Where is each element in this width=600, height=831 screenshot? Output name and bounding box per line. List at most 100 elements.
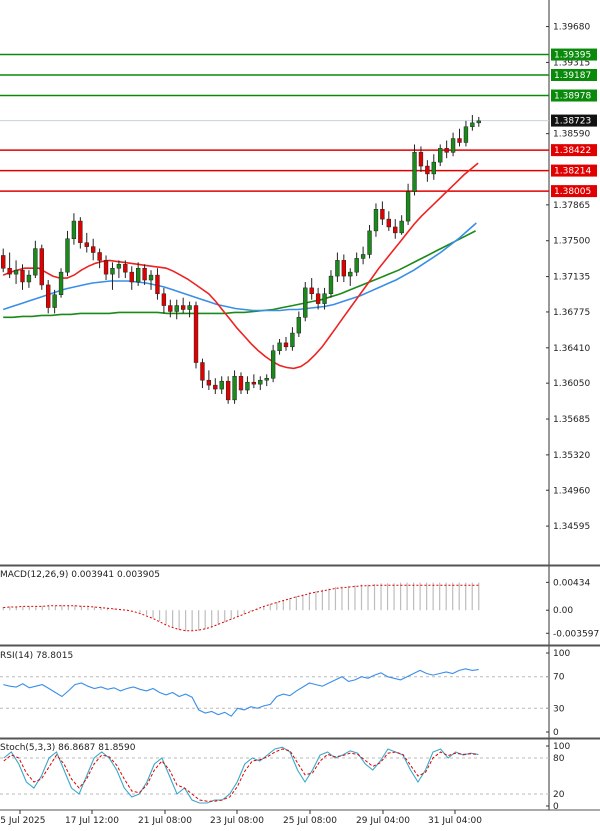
candle-body <box>116 264 122 269</box>
candle-body <box>13 269 19 275</box>
stoch-title: Stoch(5,3,3) 86.8687 81.8590 <box>0 743 136 753</box>
current-price-tag <box>551 114 597 127</box>
ma-slow-line <box>3 230 476 319</box>
candle-body <box>200 362 205 381</box>
candle-body <box>380 209 385 220</box>
ma-fast-line <box>2 162 479 370</box>
candle-body <box>341 260 347 277</box>
candle-body <box>476 120 481 124</box>
candle-body <box>39 248 44 286</box>
stoch-tick-label: 0 <box>553 802 559 812</box>
level-label: 1.38005 <box>554 187 591 197</box>
macd-tick-label: 0.00 <box>553 606 573 616</box>
candle-body <box>20 269 25 283</box>
y-tick-label: 1.39680 <box>553 23 590 33</box>
candle-body <box>296 317 302 334</box>
rsi-tick-label: 0 <box>553 728 559 738</box>
rsi-tick-label: 100 <box>553 649 570 659</box>
current-price-label: 1.38723 <box>554 117 591 127</box>
candle-body <box>110 267 115 275</box>
candle-body <box>58 271 64 296</box>
macd-tick-label: 0.00434 <box>553 578 590 588</box>
candle-body <box>123 264 128 273</box>
stoch-tick-label: 100 <box>553 742 570 752</box>
candle-body <box>7 267 12 275</box>
ma-mid-line <box>2 222 477 312</box>
candle-body <box>206 379 212 386</box>
candle-body <box>322 293 327 304</box>
y-tick-label: 1.36050 <box>553 379 590 389</box>
candle-body <box>315 293 321 304</box>
level-tag <box>551 89 597 102</box>
x-tick-label: 31 Jul 04:00 <box>428 816 482 826</box>
candle-body <box>135 267 141 283</box>
candle-body <box>463 126 469 143</box>
candle-body <box>52 294 57 308</box>
candle-body <box>457 138 462 143</box>
candle-body <box>187 305 192 310</box>
y-tick-label: 1.34595 <box>553 522 590 532</box>
candle-body <box>360 254 366 259</box>
candle-body <box>470 122 475 128</box>
candle-body <box>348 271 353 277</box>
y-tick-label: 1.37500 <box>553 237 590 247</box>
candle-body <box>26 274 32 283</box>
candle-body <box>219 380 224 390</box>
stoch-signal-line <box>3 748 479 802</box>
macd-title: MACD(12,26,9) 0.003941 0.003905 <box>0 570 160 580</box>
candle-body <box>33 248 38 276</box>
rsi-tick-label: 70 <box>553 673 565 683</box>
x-tick-label: 17 Jul 12:00 <box>65 816 119 826</box>
y-tick-label: 1.37865 <box>553 201 590 211</box>
candle-body <box>354 258 359 273</box>
candle-body <box>367 230 372 255</box>
candle-body <box>91 246 96 253</box>
candle-body <box>444 148 449 153</box>
candle-body <box>438 148 443 163</box>
candle-body <box>399 220 404 234</box>
candle-body <box>245 381 250 391</box>
candle-body <box>283 342 289 348</box>
candle-body <box>71 220 77 240</box>
candle-body <box>393 226 398 234</box>
stoch-main-line <box>3 746 479 804</box>
level-tag <box>551 48 597 61</box>
candle-body <box>373 209 379 232</box>
rsi-line <box>3 668 479 717</box>
y-tick-label: 1.37135 <box>553 273 590 283</box>
candle-body <box>161 293 167 306</box>
candle-body <box>65 238 70 273</box>
candle-body <box>1 255 6 269</box>
candle-body <box>193 305 199 363</box>
x-tick-label: 23 Jul 08:00 <box>210 816 264 826</box>
candle-body <box>155 274 160 295</box>
candle-body <box>168 305 173 312</box>
candle-body <box>84 242 89 247</box>
rsi-tick-label: 30 <box>553 704 565 714</box>
candle-body <box>213 384 218 390</box>
candle-body <box>142 267 147 281</box>
level-label: 1.39395 <box>554 51 591 61</box>
y-tick-label: 1.35320 <box>553 451 590 461</box>
candle-body <box>303 287 308 318</box>
stoch-tick-label: 20 <box>553 790 565 800</box>
candle-body <box>270 350 276 379</box>
candle-body <box>328 275 334 295</box>
candle-body <box>386 218 391 228</box>
candle-body <box>129 271 134 283</box>
level-label: 1.39187 <box>554 71 591 81</box>
y-tick-label: 1.34960 <box>553 486 590 496</box>
candle-body <box>335 260 340 277</box>
candle-body <box>258 379 263 385</box>
candle-body <box>431 161 436 175</box>
level-label: 1.38978 <box>554 92 591 102</box>
candle-body <box>418 152 424 167</box>
x-tick-label: 25 Jul 08:00 <box>283 816 337 826</box>
candle-body <box>103 260 109 275</box>
candle-body <box>238 376 244 391</box>
candle-body <box>46 284 51 308</box>
candle-body <box>180 305 186 310</box>
level-label: 1.38214 <box>554 167 591 177</box>
macd-tick-label: -0.003597 <box>553 629 599 639</box>
